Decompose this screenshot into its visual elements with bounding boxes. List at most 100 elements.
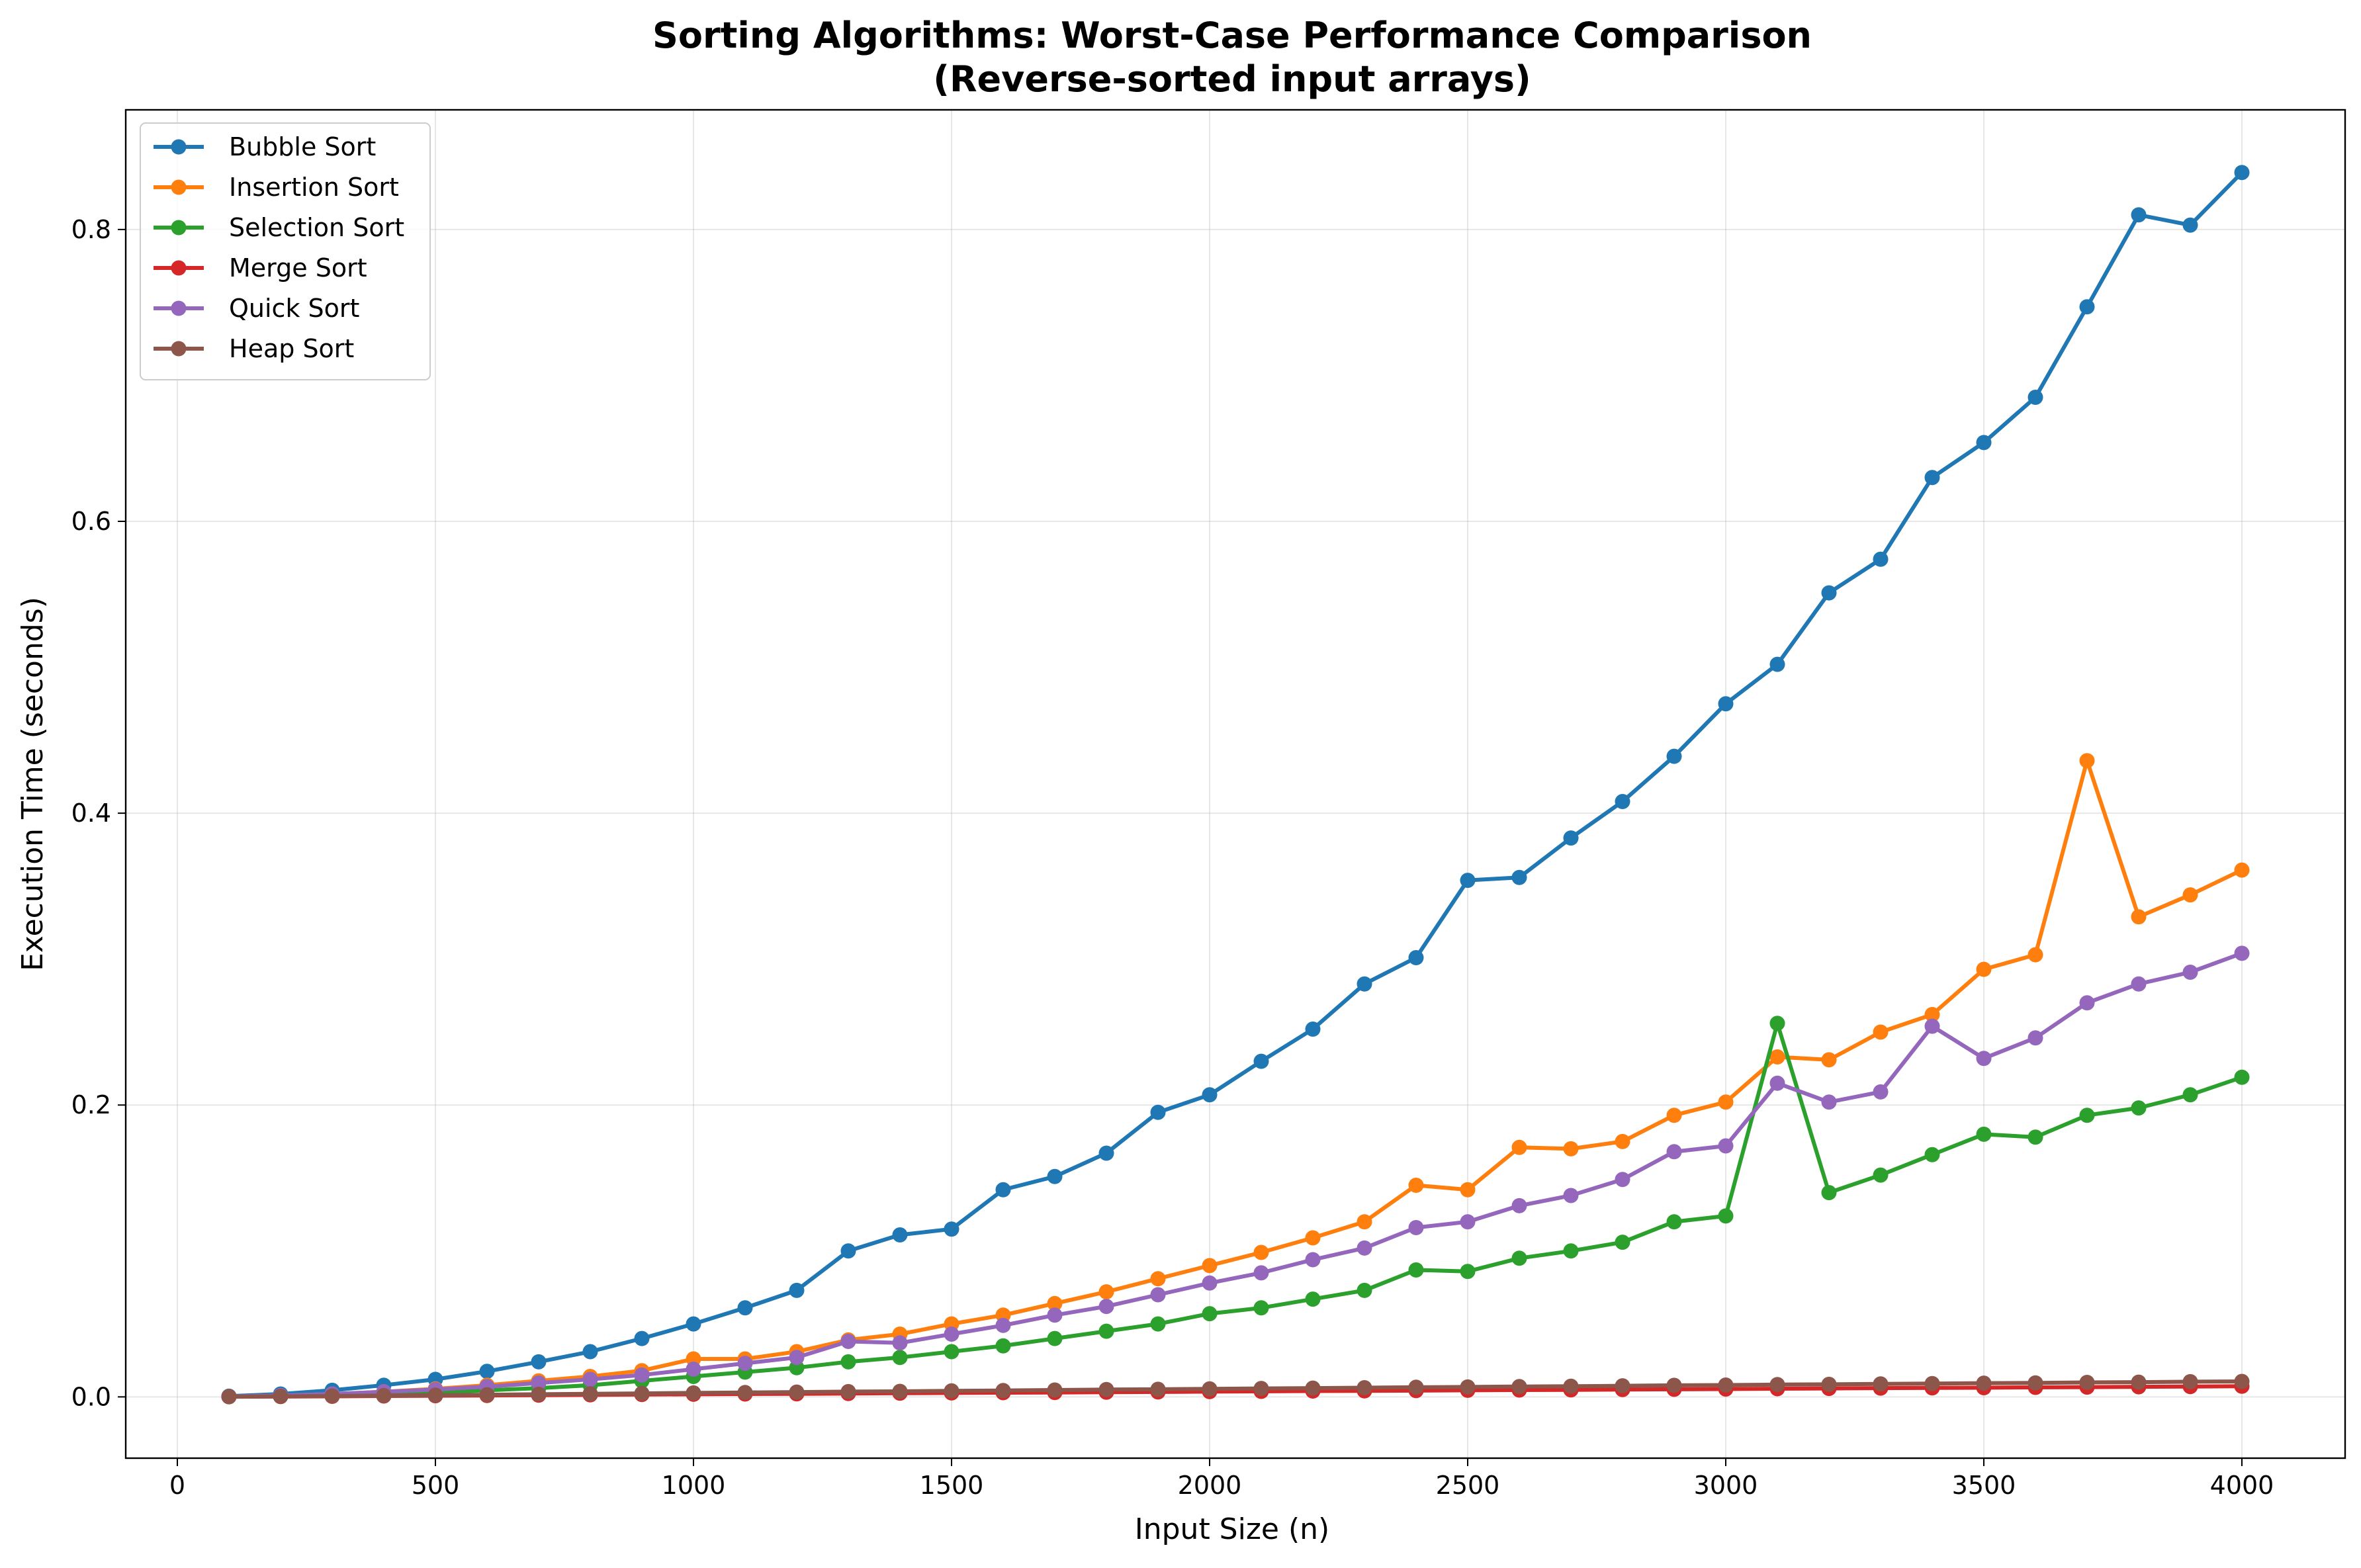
- series-line-selection-sort: [227, 1021, 2244, 1399]
- x-tick-label: 1500: [920, 1471, 984, 1500]
- series-line-bubble-sort: [227, 170, 2244, 1399]
- data-point-quick-sort: [995, 1317, 1011, 1333]
- data-point-selection-sort: [995, 1338, 1011, 1354]
- y-tick-label: 0.6: [71, 507, 111, 536]
- data-point-selection-sort: [1511, 1250, 1527, 1266]
- data-point-bubble-sort: [944, 1221, 959, 1237]
- data-point-bubble-sort: [531, 1354, 547, 1370]
- data-point-selection-sort: [2182, 1087, 2198, 1103]
- data-point-heap-sort: [995, 1383, 1011, 1399]
- x-tick-label: 2000: [1178, 1471, 1242, 1500]
- data-point-quick-sort: [737, 1356, 753, 1372]
- y-tick-label: 0.8: [71, 215, 111, 244]
- data-point-selection-sort: [1408, 1262, 1424, 1278]
- chart-subtitle: (Reverse-sorted input arrays): [933, 58, 1531, 100]
- data-point-bubble-sort: [737, 1300, 753, 1316]
- data-point-selection-sort: [1150, 1316, 1166, 1332]
- data-point-quick-sort: [2079, 995, 2095, 1011]
- data-point-selection-sort: [1873, 1167, 1889, 1183]
- series-line-insertion-sort: [227, 758, 2244, 1399]
- data-point-insertion-sort: [1511, 1139, 1527, 1155]
- y-tick-label: 0.2: [71, 1090, 111, 1119]
- data-point-insertion-sort: [1821, 1052, 1837, 1068]
- data-point-bubble-sort: [2027, 390, 2043, 405]
- data-point-insertion-sort: [2027, 947, 2043, 963]
- x-tick-label: 3500: [1952, 1471, 2016, 1500]
- data-point-bubble-sort: [1718, 696, 1734, 712]
- data-point-heap-sort: [2027, 1375, 2043, 1391]
- data-point-bubble-sort: [686, 1316, 701, 1332]
- legend-label: Bubble Sort: [229, 132, 376, 161]
- data-point-quick-sort: [1821, 1094, 1837, 1110]
- data-point-heap-sort: [789, 1384, 805, 1400]
- data-point-insertion-sort: [1563, 1141, 1579, 1156]
- data-point-heap-sort: [376, 1387, 392, 1403]
- data-point-heap-sort: [2079, 1375, 2095, 1390]
- data-point-heap-sort: [1666, 1377, 1682, 1393]
- legend-label: Heap Sort: [229, 334, 354, 363]
- data-point-bubble-sort: [1202, 1087, 1218, 1103]
- data-point-quick-sort: [1253, 1265, 1269, 1281]
- data-point-heap-sort: [1047, 1382, 1063, 1398]
- data-point-heap-sort: [1769, 1377, 1785, 1393]
- data-point-bubble-sort: [2234, 165, 2250, 181]
- data-point-heap-sort: [531, 1386, 547, 1402]
- data-point-bubble-sort: [1821, 585, 1837, 601]
- data-point-quick-sort: [634, 1367, 650, 1383]
- data-point-selection-sort: [1976, 1126, 1992, 1142]
- data-point-bubble-sort: [1408, 950, 1424, 965]
- legend-item-selection-sort: Selection Sort: [154, 213, 404, 242]
- data-point-bubble-sort: [892, 1227, 908, 1242]
- grid: [126, 110, 2345, 1458]
- data-point-selection-sort: [1924, 1147, 1940, 1162]
- data-point-insertion-sort: [1305, 1230, 1321, 1246]
- data-point-bubble-sort: [1460, 873, 1476, 889]
- data-point-heap-sort: [892, 1383, 908, 1399]
- series-quick-sort: [221, 945, 2250, 1405]
- data-point-bubble-sort: [1047, 1168, 1063, 1184]
- data-point-bubble-sort: [1769, 656, 1785, 672]
- data-point-selection-sort: [1357, 1282, 1372, 1298]
- data-point-quick-sort: [1408, 1220, 1424, 1235]
- data-point-heap-sort: [1873, 1376, 1889, 1392]
- data-point-heap-sort: [1563, 1378, 1579, 1394]
- legend-swatch-marker: [171, 139, 187, 155]
- data-point-heap-sort: [686, 1385, 701, 1401]
- data-point-bubble-sort: [789, 1282, 805, 1298]
- data-point-bubble-sort: [1150, 1104, 1166, 1120]
- x-tick-label: 4000: [2210, 1471, 2274, 1500]
- data-point-bubble-sort: [1924, 470, 1940, 486]
- data-point-insertion-sort: [1460, 1182, 1476, 1198]
- series-insertion-sort: [221, 753, 2250, 1405]
- legend-label: Insertion Sort: [229, 173, 399, 202]
- data-point-insertion-sort: [1718, 1094, 1734, 1110]
- data-point-heap-sort: [1150, 1381, 1166, 1397]
- x-tick-label: 2500: [1436, 1471, 1500, 1500]
- data-point-heap-sort: [1924, 1375, 1940, 1391]
- data-point-selection-sort: [2027, 1129, 2043, 1145]
- data-point-selection-sort: [2079, 1108, 2095, 1123]
- data-point-bubble-sort: [1873, 551, 1889, 567]
- legend-swatch-marker: [171, 220, 187, 236]
- data-point-quick-sort: [2182, 965, 2198, 980]
- plot-frame: [124, 109, 2346, 1459]
- data-point-selection-sort: [840, 1354, 856, 1370]
- data-point-insertion-sort: [1769, 1049, 1785, 1065]
- data-point-bubble-sort: [1305, 1022, 1321, 1037]
- series-heap-sort: [221, 1373, 2250, 1405]
- data-point-quick-sort: [1202, 1275, 1218, 1291]
- legend: Bubble Sort Insertion Sort Selection Sort M…: [140, 122, 431, 380]
- data-point-quick-sort: [1098, 1299, 1114, 1315]
- data-point-selection-sort: [1253, 1300, 1269, 1316]
- data-point-selection-sort: [1718, 1208, 1734, 1224]
- data-point-heap-sort: [1718, 1377, 1734, 1393]
- data-point-quick-sort: [582, 1372, 598, 1387]
- data-point-quick-sort: [944, 1327, 959, 1342]
- data-point-heap-sort: [324, 1388, 340, 1404]
- data-point-bubble-sort: [2182, 217, 2198, 233]
- data-point-quick-sort: [1563, 1188, 1579, 1203]
- data-point-heap-sort: [840, 1383, 856, 1399]
- data-point-selection-sort: [1098, 1323, 1114, 1339]
- data-point-quick-sort: [840, 1334, 856, 1349]
- x-tick-label: 1000: [662, 1471, 726, 1500]
